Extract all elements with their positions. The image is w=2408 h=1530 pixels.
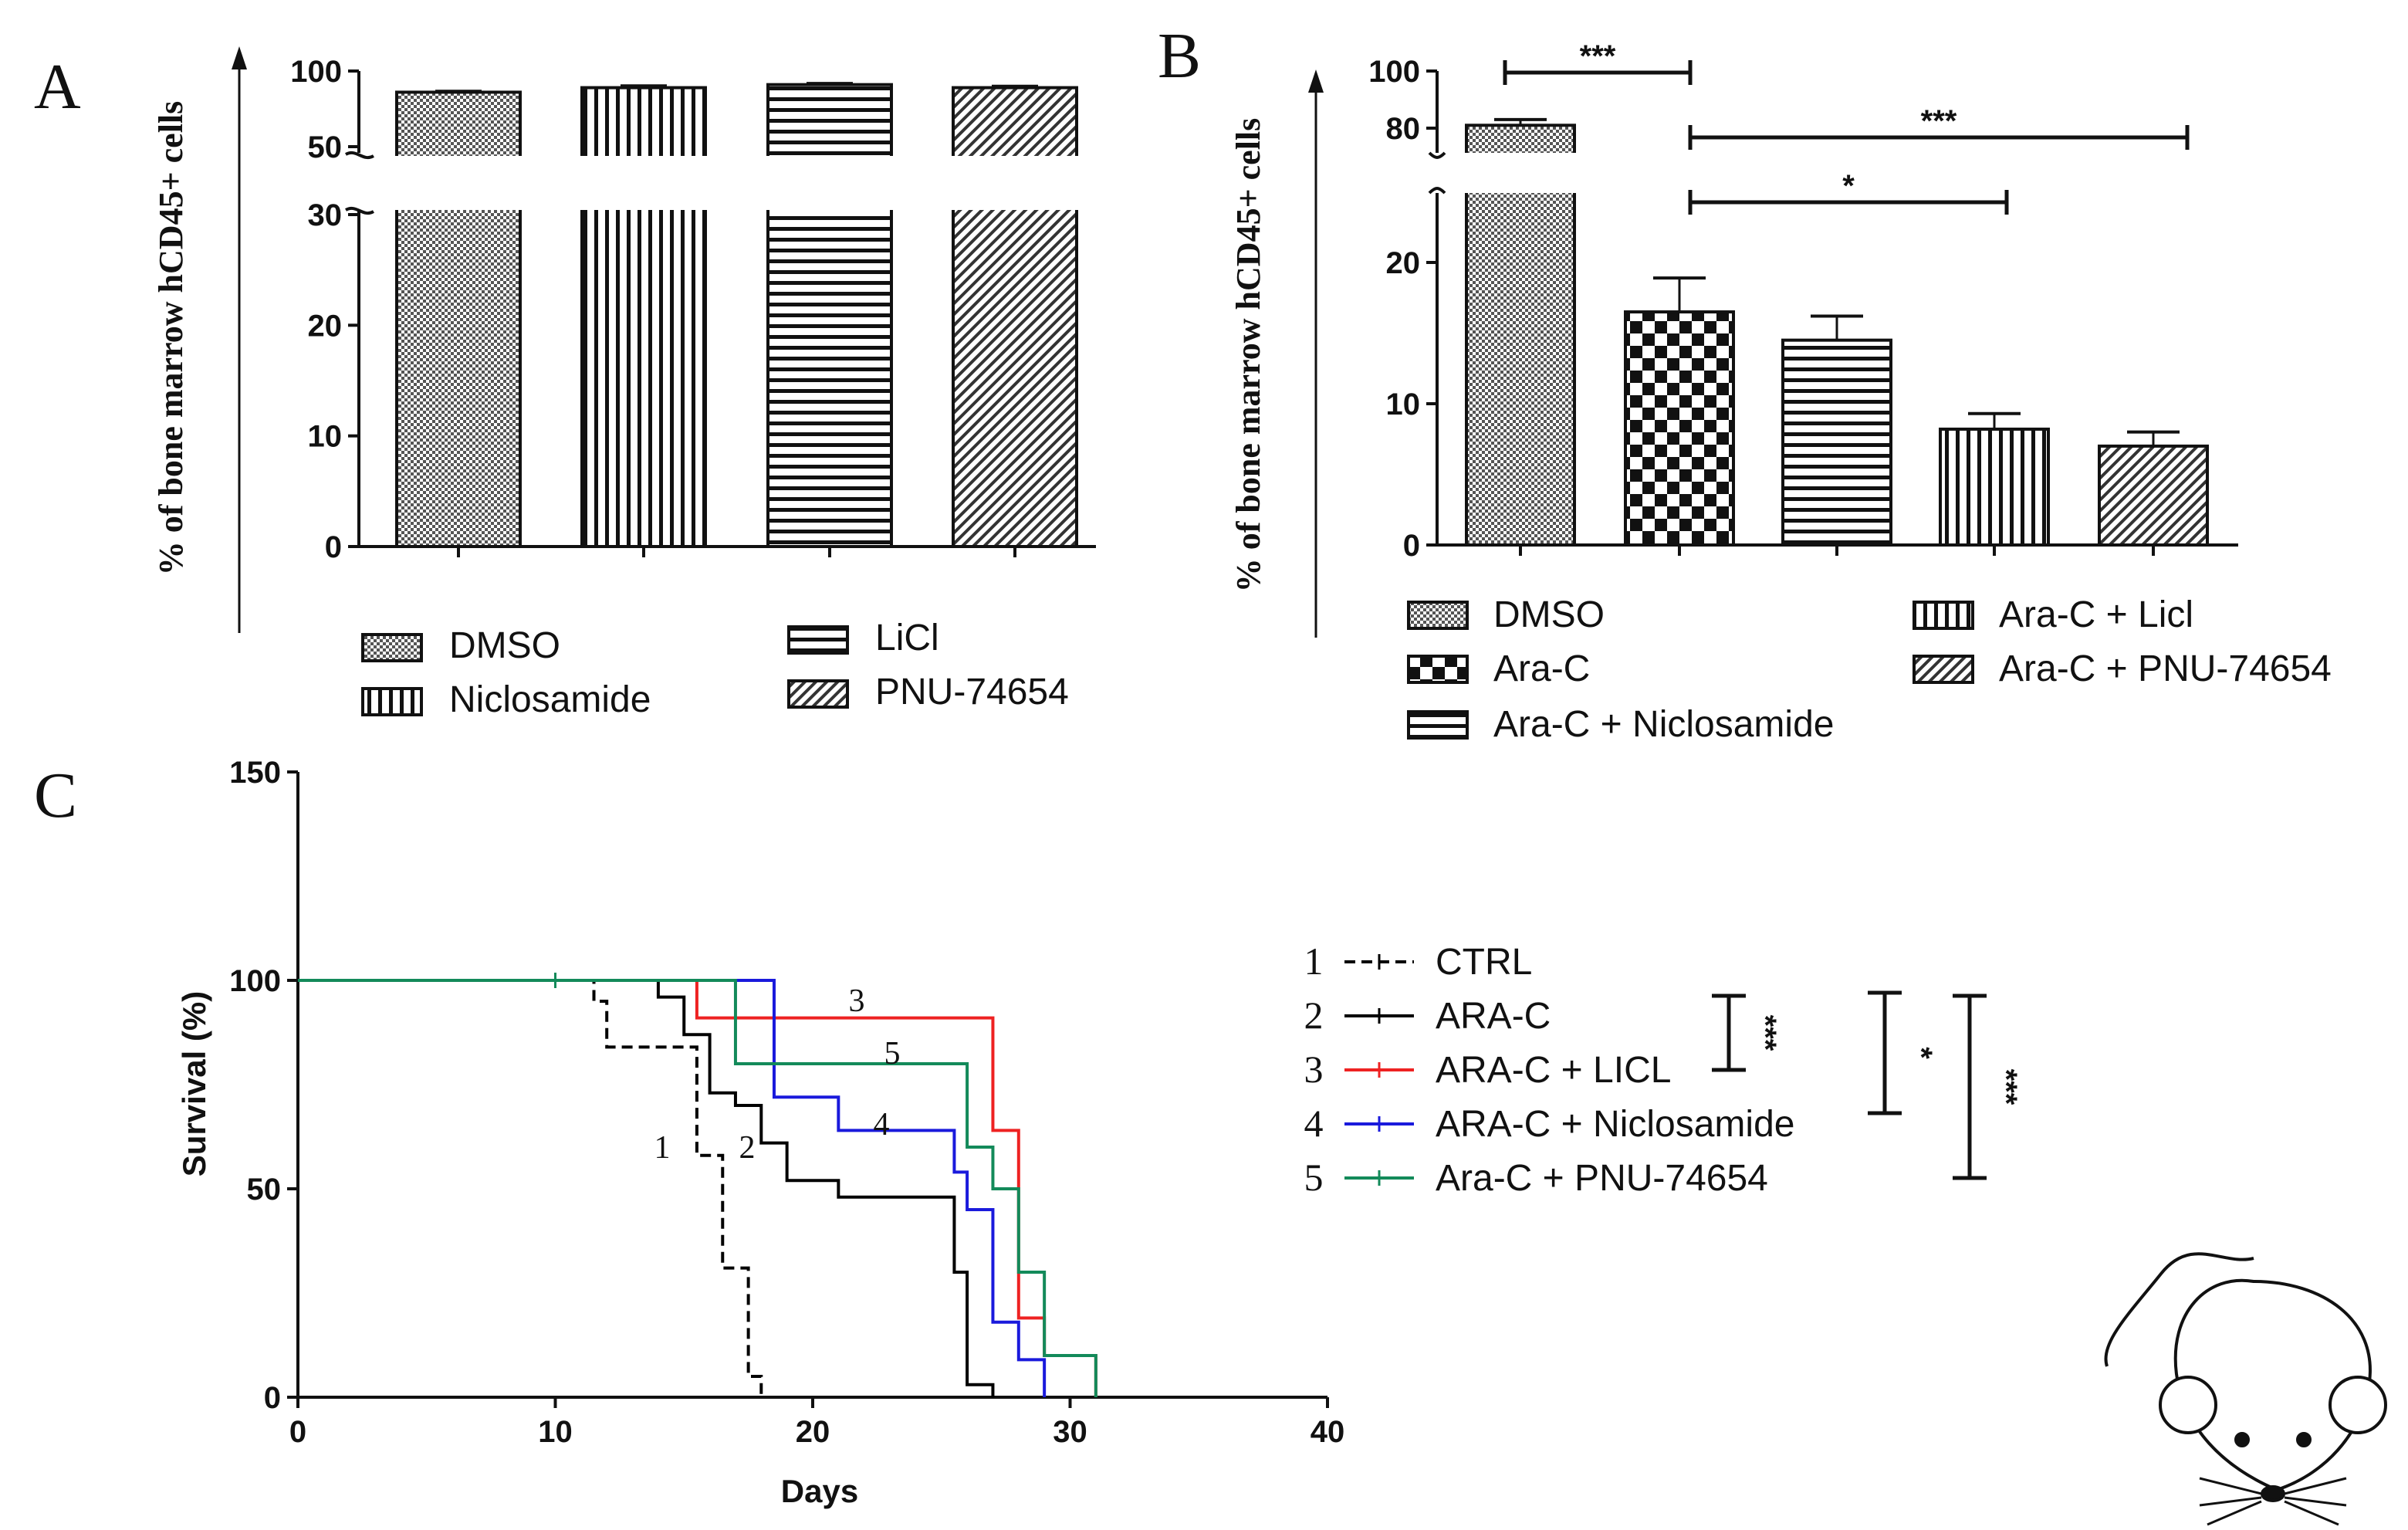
legend-swatch: [1407, 601, 1469, 630]
y-tick-label: 10: [1386, 388, 1421, 421]
bar-0: [1465, 124, 1576, 547]
y-axis-label: % of bone marrow hCD45+ cells: [152, 101, 190, 576]
legend-label: DMSO: [1493, 594, 1605, 635]
y-tick-label: 10: [308, 420, 343, 454]
legend-swatch: [361, 633, 423, 662]
legend-label: Ara-C: [1493, 648, 1590, 689]
curve-label: 3: [849, 983, 865, 1019]
y-tick-label: 100: [290, 55, 342, 89]
legend-swatch: [1407, 655, 1469, 684]
significance-label: *: [1904, 1047, 1938, 1059]
legend-number: 5: [1304, 1156, 1324, 1199]
significance-label: ***: [1989, 1069, 2023, 1105]
legend-swatch: [1913, 655, 1974, 684]
significance-label: *: [1842, 169, 1855, 203]
legend-swatch: [1407, 710, 1469, 740]
panel-label-c: C: [34, 760, 77, 831]
survival-curve-2: [298, 979, 995, 1397]
legend-label: ARA-C + LICL: [1436, 1050, 1671, 1091]
y-tick-label: 100: [229, 964, 281, 998]
legend-swatch: [787, 625, 849, 655]
y-arrow-head: [1308, 69, 1324, 93]
y-arrow-head: [232, 46, 247, 69]
panel-label-b: B: [1158, 20, 1201, 92]
y-tick-label: 20: [308, 309, 343, 343]
survival-curve-5: [298, 979, 1097, 1397]
survival-curve-4: [298, 979, 1047, 1397]
significance-label: ***: [1580, 39, 1616, 73]
curve-label: 2: [739, 1130, 756, 1166]
panel-label-a: A: [34, 51, 81, 123]
legend-number: 3: [1304, 1048, 1324, 1091]
legend-label: Niclosamide: [449, 679, 651, 720]
y-tick-label: 0: [1403, 529, 1420, 563]
legend-label: ARA-C: [1436, 996, 1551, 1037]
x-tick-label: 40: [1311, 1415, 1345, 1449]
x-tick-label: 0: [289, 1415, 306, 1449]
axis-break-gap: [386, 156, 1081, 210]
bar-1: [1624, 310, 1735, 547]
survival-curve-1: [298, 979, 763, 1397]
curve-label: 5: [884, 1036, 901, 1071]
significance-label: ***: [1921, 104, 1957, 138]
y-axis-label: % of bone marrow hCD45+ cells: [1229, 118, 1267, 593]
bar-licl: [766, 83, 893, 548]
y-tick-label: 30: [308, 198, 343, 232]
axis-break-upper: [1428, 151, 1446, 159]
legend-label: Ara-C + Niclosamide: [1493, 704, 1834, 745]
survival-curve-3: [298, 979, 1097, 1397]
chart-panel-c: 0 50 100 150 0 10 20 30 40 Days Survival (%) 1 2 3 4 5 1…: [176, 756, 2023, 1509]
legend-label: Ara-C + PNU-74654: [1999, 648, 2332, 689]
axis-break-upper: [345, 151, 374, 159]
axis-break-lower: [1428, 187, 1446, 195]
bar-2: [1781, 338, 1892, 547]
legend-label: DMSO: [449, 625, 560, 666]
axis-break-lower: [345, 207, 374, 215]
legend-label: CTRL: [1436, 942, 1532, 983]
legend-swatch: [1913, 601, 1974, 630]
curve-label: 4: [874, 1107, 890, 1142]
bar-4: [2098, 444, 2209, 547]
y-tick-label: 80: [1386, 112, 1421, 146]
x-tick-label: 20: [796, 1415, 830, 1449]
x-tick-label: 30: [1053, 1415, 1087, 1449]
y-tick-label: 150: [229, 756, 281, 790]
legend-number: 2: [1304, 993, 1324, 1037]
x-tick-label: 10: [538, 1415, 573, 1449]
legend-swatch: [361, 687, 423, 716]
y-tick-label: 50: [247, 1173, 282, 1207]
legend-number: 4: [1304, 1102, 1324, 1145]
bar-3: [1939, 427, 2050, 547]
legend-label: LiCl: [875, 618, 939, 658]
y-tick-label: 0: [264, 1381, 281, 1415]
chart-panel-a: % of bone marrow hCD45+ cells 0 10 20 30 50 10…: [152, 46, 1096, 720]
y-tick-label: 50: [308, 130, 343, 164]
legend-label: PNU-74654: [875, 672, 1069, 713]
mouse-icon: [2104, 1252, 2387, 1526]
y-tick-label: 100: [1368, 55, 1420, 89]
x-axis-label: Days: [781, 1473, 858, 1509]
axis-break-gap: [1459, 153, 1582, 193]
legend-label: ARA-C + Niclosamide: [1436, 1104, 1794, 1145]
legend-label: Ara-C + PNU-74654: [1436, 1158, 1768, 1199]
legend-label: Ara-C + Licl: [1999, 594, 2193, 635]
legend-swatch: [787, 679, 849, 709]
y-tick-label: 20: [1386, 246, 1421, 280]
y-tick-label: 0: [325, 530, 342, 564]
legend-number: 1: [1304, 939, 1324, 983]
curve-label: 1: [654, 1130, 671, 1166]
y-axis-label: Survival (%): [176, 991, 212, 1176]
significance-label: ***: [1748, 1015, 1782, 1051]
chart-panel-b: % of bone marrow hCD45+ cells 0 10 20 80 100 *…: [1229, 39, 2332, 745]
